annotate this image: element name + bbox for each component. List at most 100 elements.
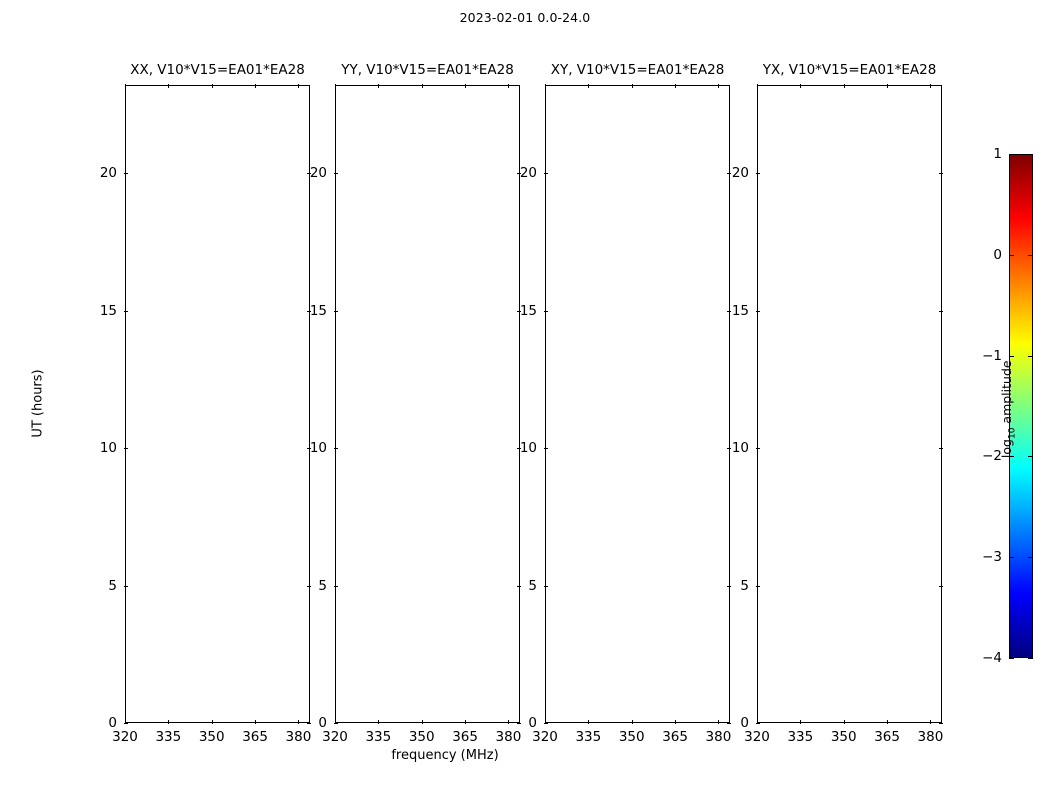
x-tick — [335, 84, 336, 88]
y-tick — [756, 173, 760, 174]
colorbar-tick-label: 1 — [993, 146, 1002, 162]
x-tick — [465, 84, 467, 88]
colorbar-label-pre: log — [998, 439, 1014, 459]
y-tick — [124, 310, 128, 312]
x-tick — [675, 720, 677, 724]
y-tick-label: 0 — [318, 715, 327, 731]
x-tick — [508, 720, 510, 724]
x-tick-label: 320 — [532, 729, 558, 745]
x-tick-label: 335 — [787, 729, 814, 745]
panel-frame-xy — [545, 85, 730, 723]
y-tick — [517, 448, 521, 449]
colorbar-label-sub: 10 — [1007, 427, 1018, 440]
panel-frame-yx — [757, 85, 942, 723]
y-tick-label: 0 — [108, 715, 117, 731]
colorbar-tick — [1028, 658, 1033, 659]
x-tick — [757, 84, 758, 88]
x-axis-label: frequency (MHz) — [391, 748, 499, 763]
colorbar-tick — [1028, 557, 1033, 559]
x-tick — [545, 720, 546, 724]
x-tick — [718, 84, 720, 88]
y-axis-label: UT (hours) — [30, 369, 46, 438]
x-tick-label: 320 — [112, 729, 138, 745]
panel-title-yy: YY, V10*V15=EA01*EA28 — [341, 62, 514, 78]
y-tick-label: 20 — [309, 165, 327, 181]
y-tick-label: 5 — [108, 577, 117, 594]
figure-suptitle: 2023-02-01 0.0-24.0 — [459, 10, 591, 25]
x-tick — [843, 720, 845, 724]
x-tick — [211, 84, 213, 88]
x-tick — [298, 84, 300, 88]
x-tick — [125, 720, 126, 724]
colorbar-tick — [1028, 154, 1033, 155]
y-tick — [756, 310, 760, 312]
panel-yy: YY, V10*V15=EA01*EA28 — [334, 62, 521, 724]
x-tick — [255, 84, 257, 88]
x-tick-label: 350 — [198, 729, 225, 745]
colorbar-tick — [1028, 355, 1033, 357]
colorbar-tick-label: −4 — [982, 650, 1002, 666]
colorbar-tick — [1028, 254, 1033, 256]
y-tick-label: 15 — [519, 302, 537, 319]
panel-yx: YX, V10*V15=EA01*EA28 — [756, 62, 943, 724]
x-tick — [631, 84, 633, 88]
y-tick-label: 20 — [731, 165, 749, 181]
y-tick — [756, 585, 760, 587]
x-tick — [298, 720, 300, 724]
y-tick — [517, 173, 521, 174]
y-tick-label: 20 — [99, 165, 117, 181]
x-tick — [843, 84, 845, 88]
x-tick-label: 320 — [322, 729, 348, 745]
y-tick — [756, 448, 760, 449]
x-tick — [800, 84, 802, 88]
x-tick — [631, 720, 633, 724]
x-tick — [887, 720, 889, 724]
y-tick — [307, 448, 311, 449]
x-tick-label: 320 — [744, 729, 770, 745]
y-tick — [939, 173, 943, 174]
y-tick-label: 5 — [318, 577, 327, 594]
y-tick — [544, 173, 548, 174]
y-tick — [334, 585, 338, 587]
panel-title-yx: YX, V10*V15=EA01*EA28 — [762, 62, 937, 78]
x-tick — [421, 84, 423, 88]
x-tick — [545, 84, 546, 88]
y-tick-label: 0 — [528, 715, 537, 731]
y-tick — [517, 585, 521, 587]
x-tick — [508, 84, 510, 88]
x-tick — [930, 720, 932, 724]
y-tick — [727, 723, 731, 724]
y-tick-label: 20 — [519, 165, 537, 181]
colorbar-tick-label: −3 — [982, 549, 1002, 566]
y-tick-label: 15 — [731, 302, 749, 319]
colorbar-tick-label: −1 — [982, 347, 1002, 364]
y-tick — [124, 448, 128, 449]
x-tick-label: 335 — [365, 729, 392, 745]
y-tick — [124, 723, 128, 724]
x-tick-label: 365 — [874, 729, 900, 745]
y-tick-label: 10 — [309, 440, 327, 456]
x-tick — [718, 720, 720, 724]
colorbar-label-post: amplitude — [998, 360, 1014, 428]
x-tick — [211, 720, 213, 724]
colorbar — [1009, 154, 1033, 658]
x-tick — [887, 84, 889, 88]
y-tick — [334, 310, 338, 312]
panel-frame-xx — [125, 85, 310, 723]
x-tick — [465, 720, 467, 724]
colorbar-tick — [1009, 154, 1014, 155]
y-tick-label: 10 — [731, 440, 749, 456]
y-tick — [307, 723, 311, 724]
y-tick — [517, 310, 521, 312]
y-tick — [124, 585, 128, 587]
y-tick — [727, 585, 731, 587]
x-tick — [588, 84, 590, 88]
colorbar-tick-label: 0 — [993, 246, 1002, 263]
x-tick — [168, 720, 170, 724]
x-tick-label: 335 — [155, 729, 182, 745]
y-tick — [939, 310, 943, 312]
colorbar-label: log10 amplitude — [999, 339, 1018, 479]
colorbar-tick — [1028, 456, 1033, 458]
colorbar-gradient — [1010, 155, 1032, 657]
